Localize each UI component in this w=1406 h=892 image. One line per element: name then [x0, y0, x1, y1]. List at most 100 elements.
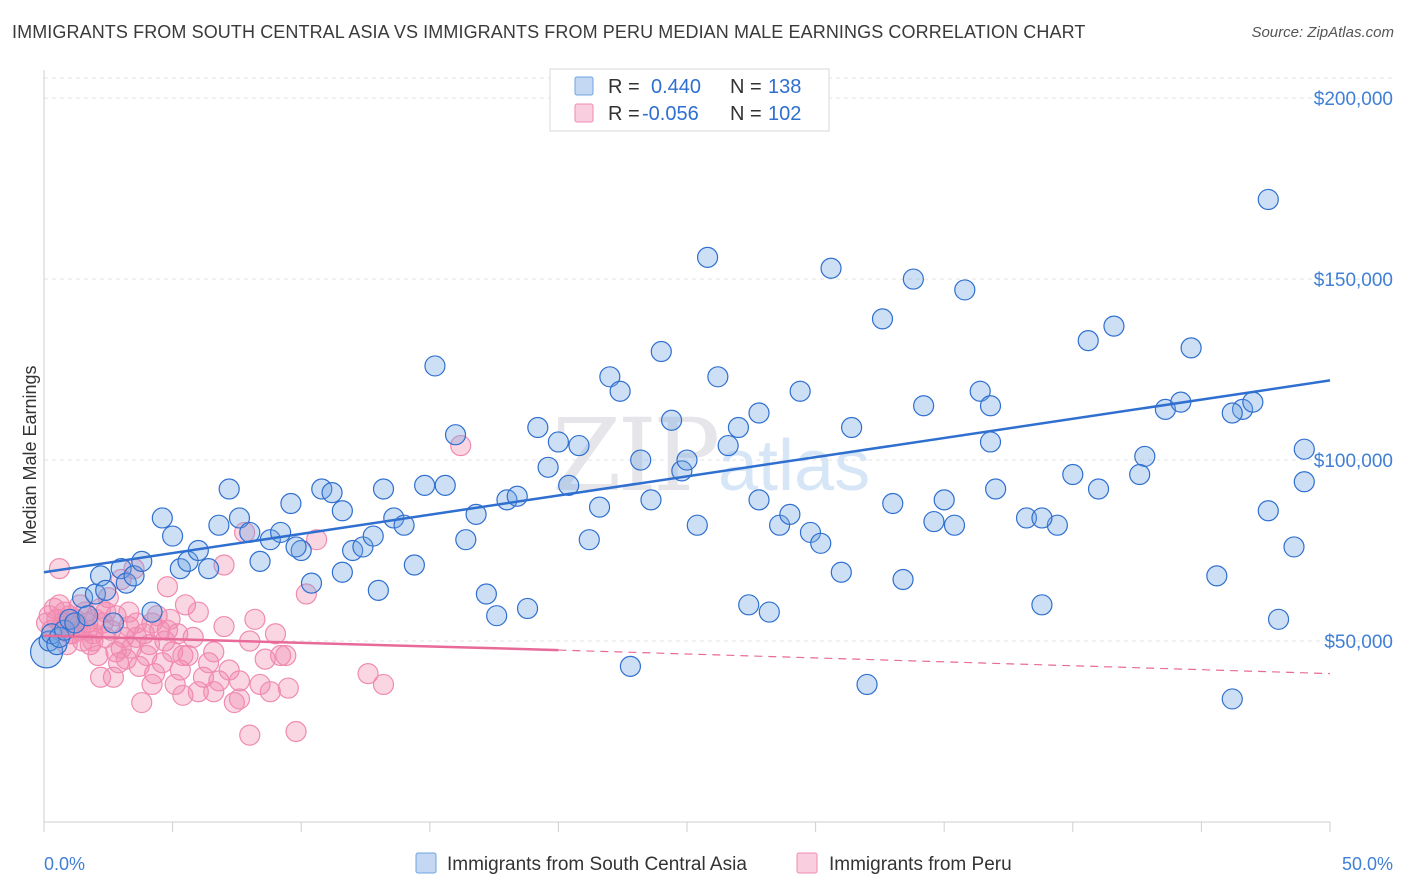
series-legend-label-asia: Immigrants from South Central Asia [447, 854, 747, 875]
asia-point [882, 492, 904, 515]
asia-point [609, 380, 631, 402]
asia-point [696, 246, 719, 268]
peru-point [172, 644, 194, 667]
asia-point [162, 525, 184, 547]
peru-point [239, 724, 261, 746]
asia-point [331, 561, 353, 583]
asia-point [660, 409, 683, 431]
asia-point [434, 474, 456, 496]
legend-n-label-peru: N = [730, 103, 762, 125]
asia-point [1293, 438, 1315, 460]
stats-legend-box [549, 68, 830, 132]
asia-point [1180, 337, 1202, 359]
peru-point [131, 691, 153, 714]
asia-point [820, 257, 842, 279]
peru-point [128, 655, 150, 677]
peru-point [295, 583, 317, 605]
legend-r-value-peru: -0.056 [642, 103, 699, 125]
peru-point [249, 673, 271, 696]
peru-point [182, 626, 204, 649]
peru-point [203, 681, 225, 703]
asia-point [516, 597, 539, 620]
peru-point [105, 641, 127, 663]
x-tick-label-max: 50.0% [1342, 854, 1393, 874]
asia-point [151, 507, 173, 529]
y-axis-label: Median Male Earnings [20, 365, 40, 544]
y-tick-label: $200,000 [1314, 89, 1393, 110]
peru-point [372, 673, 395, 696]
asia-point [1103, 315, 1125, 337]
asia-point [954, 279, 976, 301]
watermark-atlas: atlas [718, 426, 870, 506]
asia-point [779, 503, 801, 525]
peru-points [35, 434, 472, 746]
asia-point [1257, 500, 1279, 522]
peru-point [89, 666, 112, 688]
asia-point [856, 673, 878, 696]
peru-point [228, 670, 251, 692]
peru-point [115, 648, 137, 670]
legend-n-value-asia: 138 [768, 76, 801, 98]
asia-point [249, 550, 271, 572]
asia-point [218, 478, 240, 500]
asia-point [979, 395, 1002, 417]
asia-point [280, 492, 302, 515]
asia-point [830, 561, 852, 583]
asia-point [686, 514, 708, 536]
source-label: Source: ZipAtlas.com [1251, 24, 1394, 41]
asia-point [1257, 188, 1279, 211]
series-legend-label-peru: Immigrants from Peru [829, 854, 1012, 875]
asia-point [619, 655, 642, 677]
peru-point [244, 608, 266, 630]
asia-point [892, 568, 914, 591]
asia-point [1031, 594, 1053, 616]
asia-point [403, 554, 425, 576]
asia-point [707, 366, 729, 388]
trend-lines [43, 379, 1331, 675]
asia-point [1077, 330, 1099, 352]
asia-point [1242, 391, 1264, 413]
grid-lines [44, 77, 1395, 642]
peru-point [141, 612, 163, 634]
legend-swatch-asia [574, 76, 594, 96]
asia-point [362, 525, 384, 547]
peru-point [118, 601, 140, 623]
asia-point [331, 500, 353, 522]
y-tick-label: $50,000 [1324, 632, 1393, 653]
asia-point [131, 550, 153, 572]
asia-point [1267, 608, 1290, 630]
peru-point [203, 641, 225, 663]
peru-point [187, 601, 209, 623]
peru-point [264, 623, 287, 645]
asia-point [64, 612, 86, 634]
legend-r-value-asia: 0.440 [651, 76, 701, 98]
asia-point [979, 431, 1002, 453]
asia-point [923, 510, 945, 533]
y-tick-labels: $50,000 $100,000 $150,000 $200,000 [1314, 89, 1393, 653]
asia-trend-line [43, 379, 1331, 574]
asia-point [902, 268, 924, 290]
asia-point [537, 456, 559, 478]
asia-point [650, 340, 672, 363]
asia-point [1293, 471, 1315, 493]
peru-point [143, 662, 166, 685]
asia-point [198, 558, 220, 580]
asia-point [300, 572, 323, 594]
asia-point [1031, 507, 1053, 529]
asia-point [588, 496, 611, 518]
asia-points [29, 188, 1315, 710]
asia-point [102, 612, 125, 634]
asia-point [414, 474, 436, 496]
asia-point [758, 601, 780, 623]
asia-point [475, 583, 497, 605]
asia-point [1206, 565, 1228, 587]
asia-point [748, 489, 770, 511]
asia-point [424, 355, 446, 377]
peru-trend-line [43, 634, 559, 652]
asia-point [367, 579, 389, 601]
peru-point [156, 619, 179, 641]
peru-point [198, 652, 220, 674]
asia-point [841, 416, 863, 439]
asia-point [558, 474, 580, 496]
